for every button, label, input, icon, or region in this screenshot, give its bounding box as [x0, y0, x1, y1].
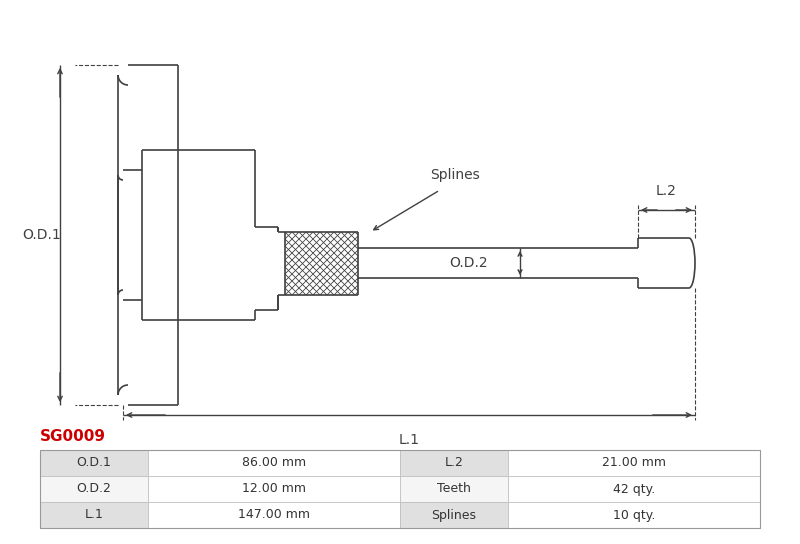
Text: 147.00 mm: 147.00 mm — [238, 509, 310, 522]
Text: Splines: Splines — [431, 509, 477, 522]
Text: 86.00 mm: 86.00 mm — [242, 456, 306, 469]
Text: L.1: L.1 — [398, 433, 419, 447]
Bar — [148, 450, 400, 476]
Bar — [40, 450, 760, 528]
Text: 12.00 mm: 12.00 mm — [242, 483, 306, 496]
Bar — [40, 450, 148, 476]
Bar — [40, 476, 148, 502]
Bar — [148, 476, 400, 502]
Bar — [400, 450, 508, 476]
Bar — [508, 450, 760, 476]
Text: L.2: L.2 — [656, 184, 677, 198]
Text: L.1: L.1 — [85, 509, 103, 522]
Bar — [400, 502, 508, 528]
Text: L.2: L.2 — [445, 456, 463, 469]
Text: O.D.2: O.D.2 — [77, 483, 111, 496]
Bar — [508, 502, 760, 528]
Bar — [148, 502, 400, 528]
Text: O.D.1: O.D.1 — [77, 456, 111, 469]
Text: 10 qty.: 10 qty. — [613, 509, 655, 522]
Bar — [400, 476, 508, 502]
Bar — [40, 502, 148, 528]
Bar — [508, 476, 760, 502]
Text: O.D.2: O.D.2 — [450, 256, 488, 270]
Text: 21.00 mm: 21.00 mm — [602, 456, 666, 469]
Text: Teeth: Teeth — [437, 483, 471, 496]
Text: O.D.1: O.D.1 — [22, 228, 62, 242]
Text: SG0009: SG0009 — [40, 429, 106, 444]
Text: Splines: Splines — [430, 168, 480, 182]
Text: 42 qty.: 42 qty. — [613, 483, 655, 496]
